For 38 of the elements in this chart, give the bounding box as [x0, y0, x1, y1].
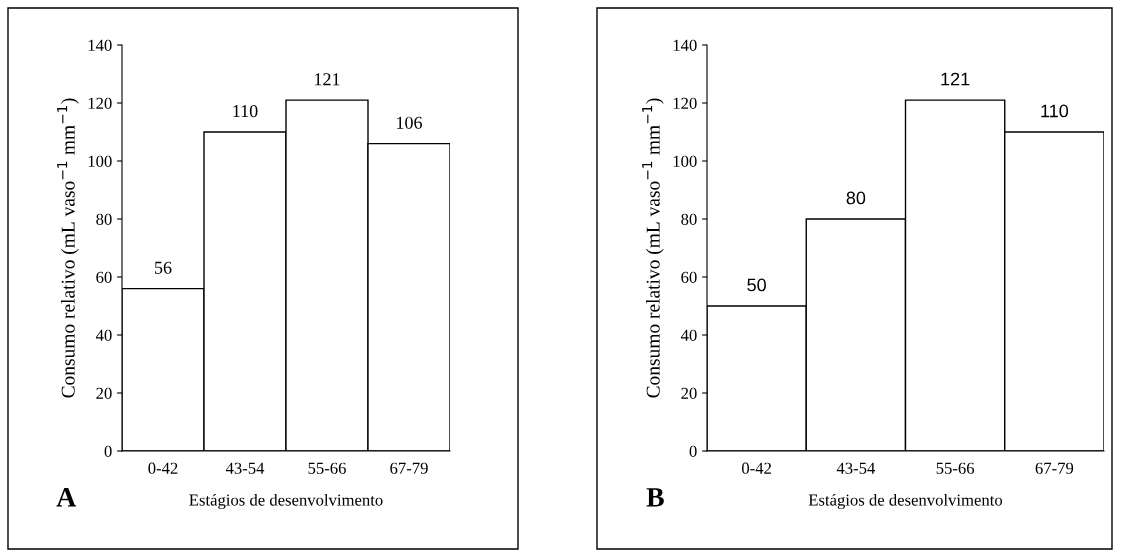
- data-label: 110: [233, 105, 258, 118]
- x-tick-label: 67-79: [390, 462, 428, 474]
- y-tick-label: 40: [95, 329, 112, 341]
- x-tick-label: 55-66: [936, 462, 975, 474]
- y-tick-label: 0: [689, 445, 697, 457]
- x-tick-label: 0-42: [741, 462, 771, 474]
- x-axis-title: Estágios de desenvolvimento: [808, 493, 1003, 510]
- x-tick-label: 43-54: [225, 462, 265, 474]
- y-tick-label: 80: [681, 213, 697, 225]
- y-tick-label: 0: [104, 445, 112, 457]
- y-tick-label: 100: [88, 155, 112, 167]
- x-tick-label: 67-79: [1035, 462, 1074, 474]
- y-tick-label: 140: [88, 39, 112, 51]
- x-tick-label: 43-54: [836, 462, 876, 474]
- y-tick-label: 40: [680, 329, 697, 341]
- y-tick-label: 20: [96, 387, 112, 399]
- data-label: 121: [315, 73, 340, 86]
- x-axis-title: Estágios de desenvolvimento: [189, 493, 383, 510]
- y-tick-label: 80: [96, 213, 112, 225]
- y-tick-label: 60: [681, 271, 697, 283]
- y-tick-label: 140: [673, 39, 697, 51]
- data-label: 121: [941, 72, 970, 86]
- x-tick-label: 55-66: [308, 462, 346, 474]
- y-axis-title: Consumo relativo (mL vaso$^{−1}$ mm$^{−1}$): [57, 98, 79, 398]
- y-tick-label: 20: [681, 387, 697, 399]
- x-tick-label: 0-42: [148, 462, 178, 474]
- data-label: 110: [1041, 104, 1069, 118]
- y-tick-label: 120: [88, 97, 112, 109]
- y-tick-label: 100: [673, 155, 697, 167]
- data-label: 50: [747, 278, 766, 292]
- data-label: 106: [397, 116, 422, 129]
- y-tick-label: 120: [673, 97, 697, 109]
- y-tick-label: 60: [96, 271, 112, 283]
- text: B: [646, 488, 664, 507]
- data-label: 80: [846, 191, 866, 205]
- y-axis-title: Consumo relativo (mL vaso$^{−1}$ mm$^{−1}$): [642, 98, 664, 398]
- text: A: [56, 488, 77, 507]
- data-label: 56: [155, 261, 172, 274]
